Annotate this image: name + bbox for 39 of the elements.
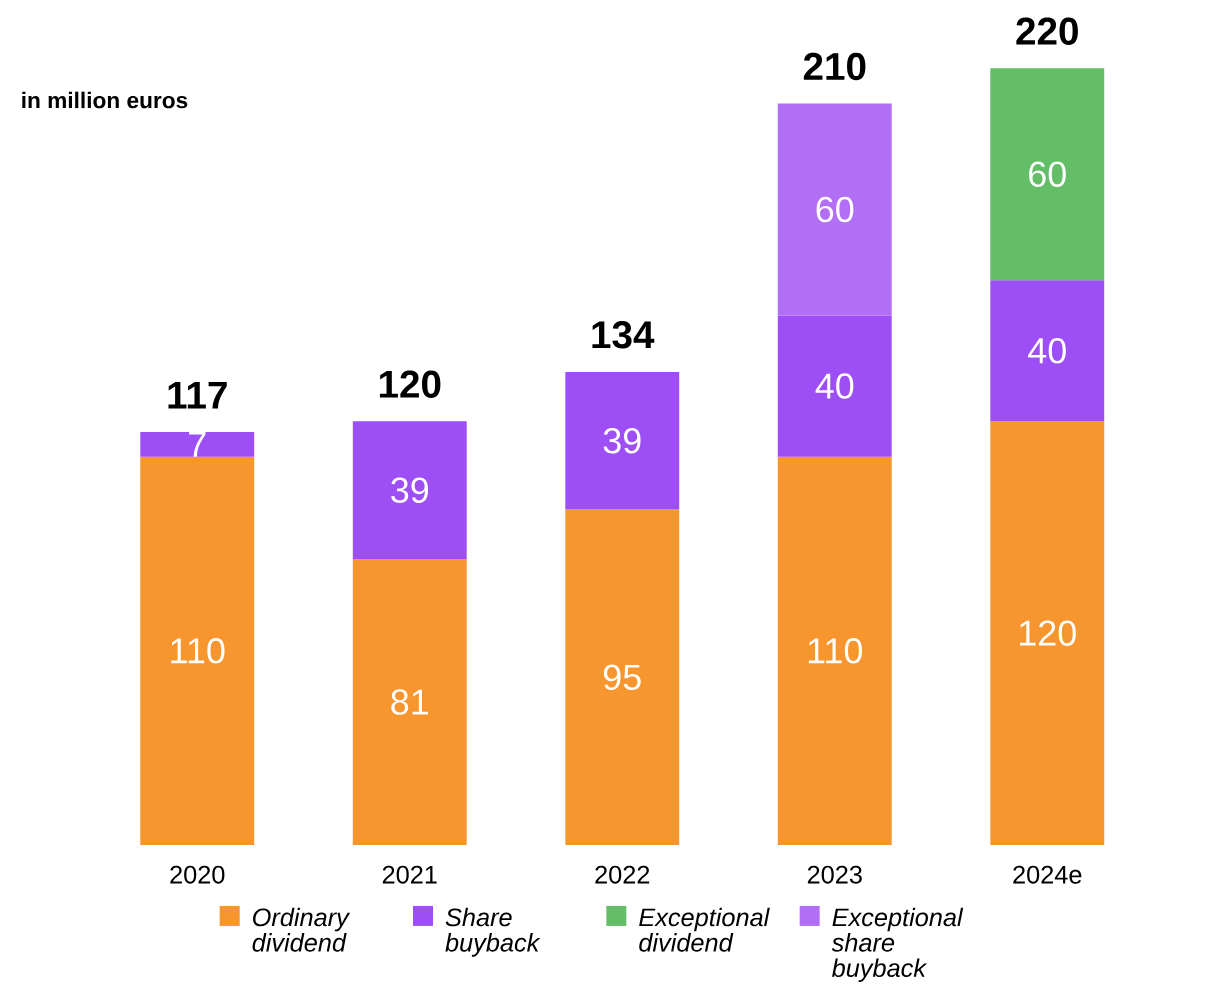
total-label: 117 [168, 381, 227, 409]
legend-label: Ordinary dividend [252, 907, 351, 952]
x-tick-label: 2021 [382, 865, 437, 884]
bar [352, 421, 467, 560]
data-label: 40 [1028, 337, 1066, 364]
x-tick-label: 2020 [170, 865, 225, 884]
bar [990, 421, 1105, 845]
total-label: 134 [592, 321, 655, 349]
data-label: 60 [1029, 161, 1066, 187]
data-label: 40 [815, 373, 854, 399]
data-label: 81 [391, 689, 429, 715]
data-label: 120 [1019, 620, 1076, 646]
data-label: 39 [391, 477, 429, 503]
bar [140, 456, 255, 845]
total-label: 120 [379, 370, 441, 398]
x-tick-label: 2023 [807, 865, 862, 884]
legend-label: Exceptional share buyback [831, 907, 964, 983]
bar [565, 509, 680, 845]
total-label: 220 [1016, 17, 1078, 45]
data-label: 95 [603, 664, 641, 691]
bar [990, 68, 1105, 281]
bar [777, 315, 892, 457]
data-label: 110 [171, 638, 225, 664]
data-label: 60 [816, 196, 854, 223]
bar [990, 280, 1105, 422]
data-label: 39 [603, 428, 641, 454]
bar [352, 559, 467, 845]
bar [565, 371, 680, 510]
x-tick-label: 2022 [595, 865, 650, 884]
legend-label: Exceptional dividend [639, 907, 770, 952]
x-tick-label: 2024e [1013, 865, 1082, 884]
legend-label: Share buyback [445, 907, 541, 957]
total-label: 210 [803, 52, 866, 81]
annotation: in million euros [22, 91, 188, 109]
data-label: 110 [808, 638, 863, 664]
bar [777, 456, 892, 845]
data-label: 7 [189, 431, 206, 457]
bar [777, 103, 892, 316]
bar [140, 431, 255, 457]
